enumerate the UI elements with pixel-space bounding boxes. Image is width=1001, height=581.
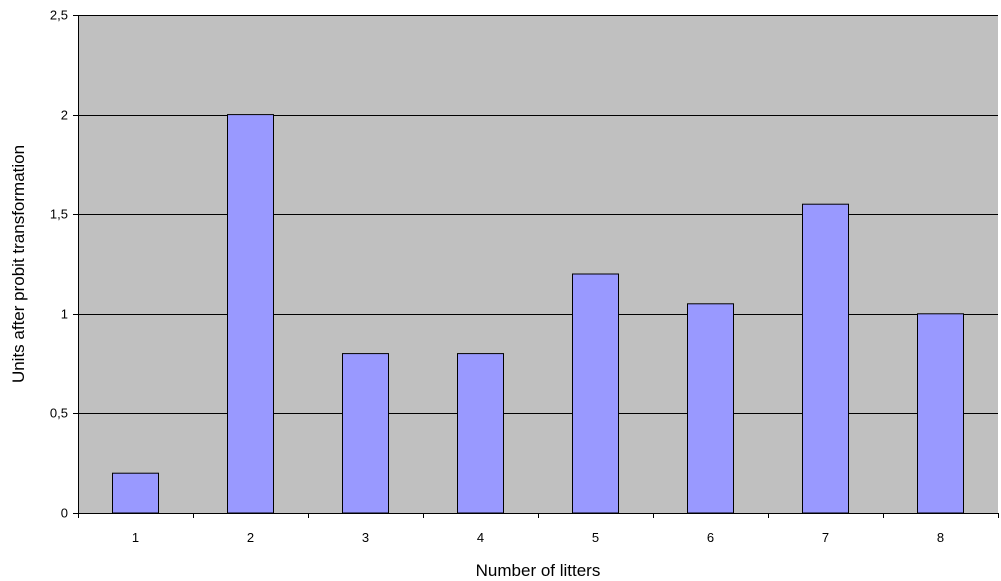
y-tick-label: 2: [61, 108, 68, 123]
x-tick-label: 7: [822, 530, 829, 545]
y-tick-label: 1,5: [50, 207, 68, 222]
bar-5: [572, 273, 619, 514]
x-tick-label: 8: [937, 530, 944, 545]
bars: [112, 114, 964, 514]
x-tick-label: 4: [477, 530, 484, 545]
bar-3: [342, 353, 389, 514]
x-tick-label: 1: [132, 530, 139, 545]
y-tick-label: 2,5: [50, 8, 68, 23]
x-tick-label: 5: [592, 530, 599, 545]
y-axis: 0 0,5 1 1,5 2 2,5: [50, 8, 79, 521]
bar-7: [802, 203, 849, 514]
x-tick-label: 6: [707, 530, 714, 545]
x-tick-label: 3: [362, 530, 369, 545]
bar-2: [227, 114, 274, 514]
y-tick-label: 0,5: [50, 406, 68, 421]
plot-area: [78, 15, 998, 513]
bar-6: [687, 303, 734, 514]
y-axis-title: Units after probit transformation: [9, 145, 28, 383]
bar-4: [457, 353, 504, 514]
x-axis-title: Number of litters: [476, 561, 601, 580]
y-tick-label: 0: [61, 506, 68, 521]
x-axis: 1 2 3 4 5 6 7 8: [78, 513, 999, 545]
x-tick-label: 2: [247, 530, 254, 545]
bar-8: [917, 313, 964, 514]
y-tick-label: 1: [61, 307, 68, 322]
bar-1: [112, 472, 159, 514]
